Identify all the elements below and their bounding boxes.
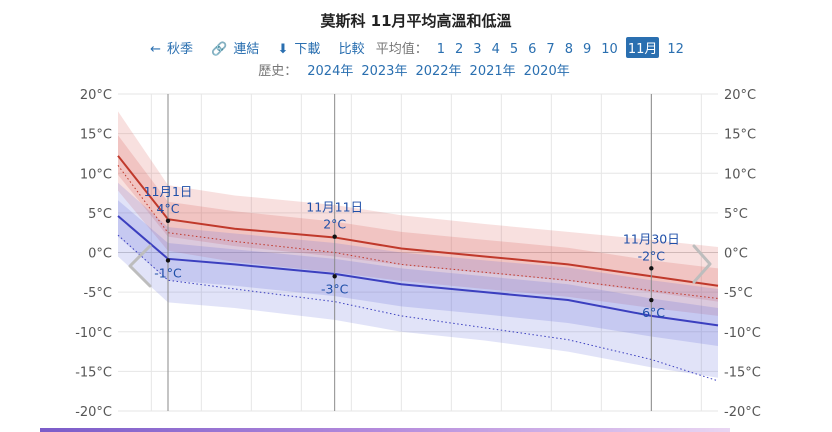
- month-link-12[interactable]: 12: [667, 42, 684, 57]
- annotation-high-value: -2°C: [638, 248, 666, 263]
- low-p25-p75-band: [118, 200, 718, 347]
- month-link-3[interactable]: 3: [473, 42, 482, 57]
- y-tick-label-left: 20°C: [80, 88, 112, 103]
- high-marker-dot: [649, 266, 654, 271]
- annotation-low-value: -1°C: [154, 265, 182, 280]
- toolbar: ← 秋季 🔗 連結 ⬇ 下載 比較 平均值： 1 2 3 4 5 6 7 8 9 10 11月 12: [0, 37, 832, 58]
- y-tick-label-left: 5°C: [88, 207, 112, 222]
- month-link-9[interactable]: 9: [582, 42, 592, 57]
- download-button[interactable]: ⬇ 下載: [278, 38, 321, 57]
- high-marker-dot: [165, 218, 171, 223]
- link-icon: 🔗: [211, 42, 228, 57]
- y-tick-label-left: -10°C: [75, 326, 112, 341]
- temperature-chart: 20°C 20°C 15°C 15°C 10°C 10°C 5°C 5°C 0°C 0°C -5°C…: [75, 88, 761, 420]
- month-link-8[interactable]: 8: [564, 42, 573, 57]
- annotation-date: 11月30日: [623, 231, 680, 246]
- y-tick-label-right: -20°C: [724, 405, 761, 420]
- annotation-high-value: 4°C: [157, 201, 180, 216]
- high-marker-dot: [332, 234, 337, 239]
- annotation-low-value: -3°C: [321, 281, 349, 296]
- month-link-1[interactable]: 1: [436, 42, 446, 57]
- month-link-10[interactable]: 10: [601, 42, 618, 57]
- month-link-11[interactable]: 11月: [625, 37, 660, 58]
- link-button[interactable]: 🔗 連結: [211, 38, 259, 57]
- annotation-high-value: 2°C: [323, 217, 346, 232]
- y-tick-label-left: 10°C: [80, 167, 112, 182]
- chevron-left-icon[interactable]: [128, 244, 152, 288]
- y-tick-label-right: -15°C: [724, 365, 761, 380]
- download-icon: ⬇: [277, 42, 289, 57]
- annotation-date: 11月11日: [306, 200, 363, 215]
- month-link-5[interactable]: 5: [509, 42, 519, 57]
- history-year-link[interactable]: 2021年: [469, 64, 516, 79]
- history-year-link[interactable]: 2024年: [307, 64, 354, 79]
- history-label: 歷史：: [258, 64, 298, 79]
- prev-season-button[interactable]: ← 秋季: [150, 38, 193, 57]
- y-tick-label-left: -15°C: [75, 365, 112, 380]
- y-tick-label-right: 5°C: [724, 207, 748, 222]
- arrow-left-icon: ←: [150, 42, 161, 57]
- y-tick-label-right: 10°C: [724, 167, 756, 182]
- y-tick-label-right: 15°C: [724, 128, 756, 143]
- annotation-date: 11月1日: [144, 184, 193, 199]
- month-link-4[interactable]: 4: [491, 42, 500, 57]
- history-bar: 歷史： 2024年 2023年 2022年 2021年 2020年: [0, 60, 832, 79]
- y-tick-label-right: 20°C: [724, 88, 756, 103]
- y-tick-label-left: -5°C: [83, 286, 112, 301]
- low-average-line: [117, 215, 719, 327]
- link-label: 連結: [233, 42, 260, 57]
- year-links: 2024年 2023年 2022年 2021年 2020年: [303, 64, 573, 79]
- history-year-link[interactable]: 2022年: [415, 64, 462, 79]
- y-tick-label-right: 0°C: [724, 247, 748, 262]
- y-tick-label-left: 15°C: [80, 128, 112, 143]
- low-marker-dot: [165, 258, 171, 263]
- month-link-6[interactable]: 6: [528, 42, 537, 57]
- high-average-line: [117, 155, 719, 287]
- chevron-right-icon[interactable]: [692, 244, 712, 284]
- y-tick-label-right: -10°C: [724, 326, 761, 341]
- annotation-low-value: -6°C: [638, 305, 666, 320]
- history-year-link[interactable]: 2023年: [361, 64, 408, 79]
- y-tick-label-right: -5°C: [724, 286, 753, 301]
- low-p10-p90-band: [118, 182, 718, 378]
- month-link-2[interactable]: 2: [455, 42, 464, 57]
- low-marker-dot: [649, 297, 654, 303]
- month-selector: 1 2 3 4 5 6 7 8 9 10 11月 12: [432, 37, 689, 58]
- average-label: 平均值：: [375, 42, 428, 57]
- y-tick-label-left: 0°C: [88, 247, 112, 262]
- low-marker-dot: [332, 274, 337, 279]
- month-link-7[interactable]: 7: [546, 42, 555, 57]
- history-year-link[interactable]: 2020年: [523, 64, 570, 79]
- download-label: 下載: [294, 42, 321, 57]
- high-p25-p75-band: [118, 135, 718, 302]
- chart-title: 莫斯科 11月平均高溫和低溫: [320, 12, 512, 30]
- bottom-gradient-bar: [40, 428, 730, 432]
- compare-button[interactable]: 比較: [338, 42, 365, 57]
- y-tick-label-left: -20°C: [75, 405, 112, 420]
- low-dotted-line: [117, 234, 719, 382]
- prev-season-label: 秋季: [167, 42, 194, 57]
